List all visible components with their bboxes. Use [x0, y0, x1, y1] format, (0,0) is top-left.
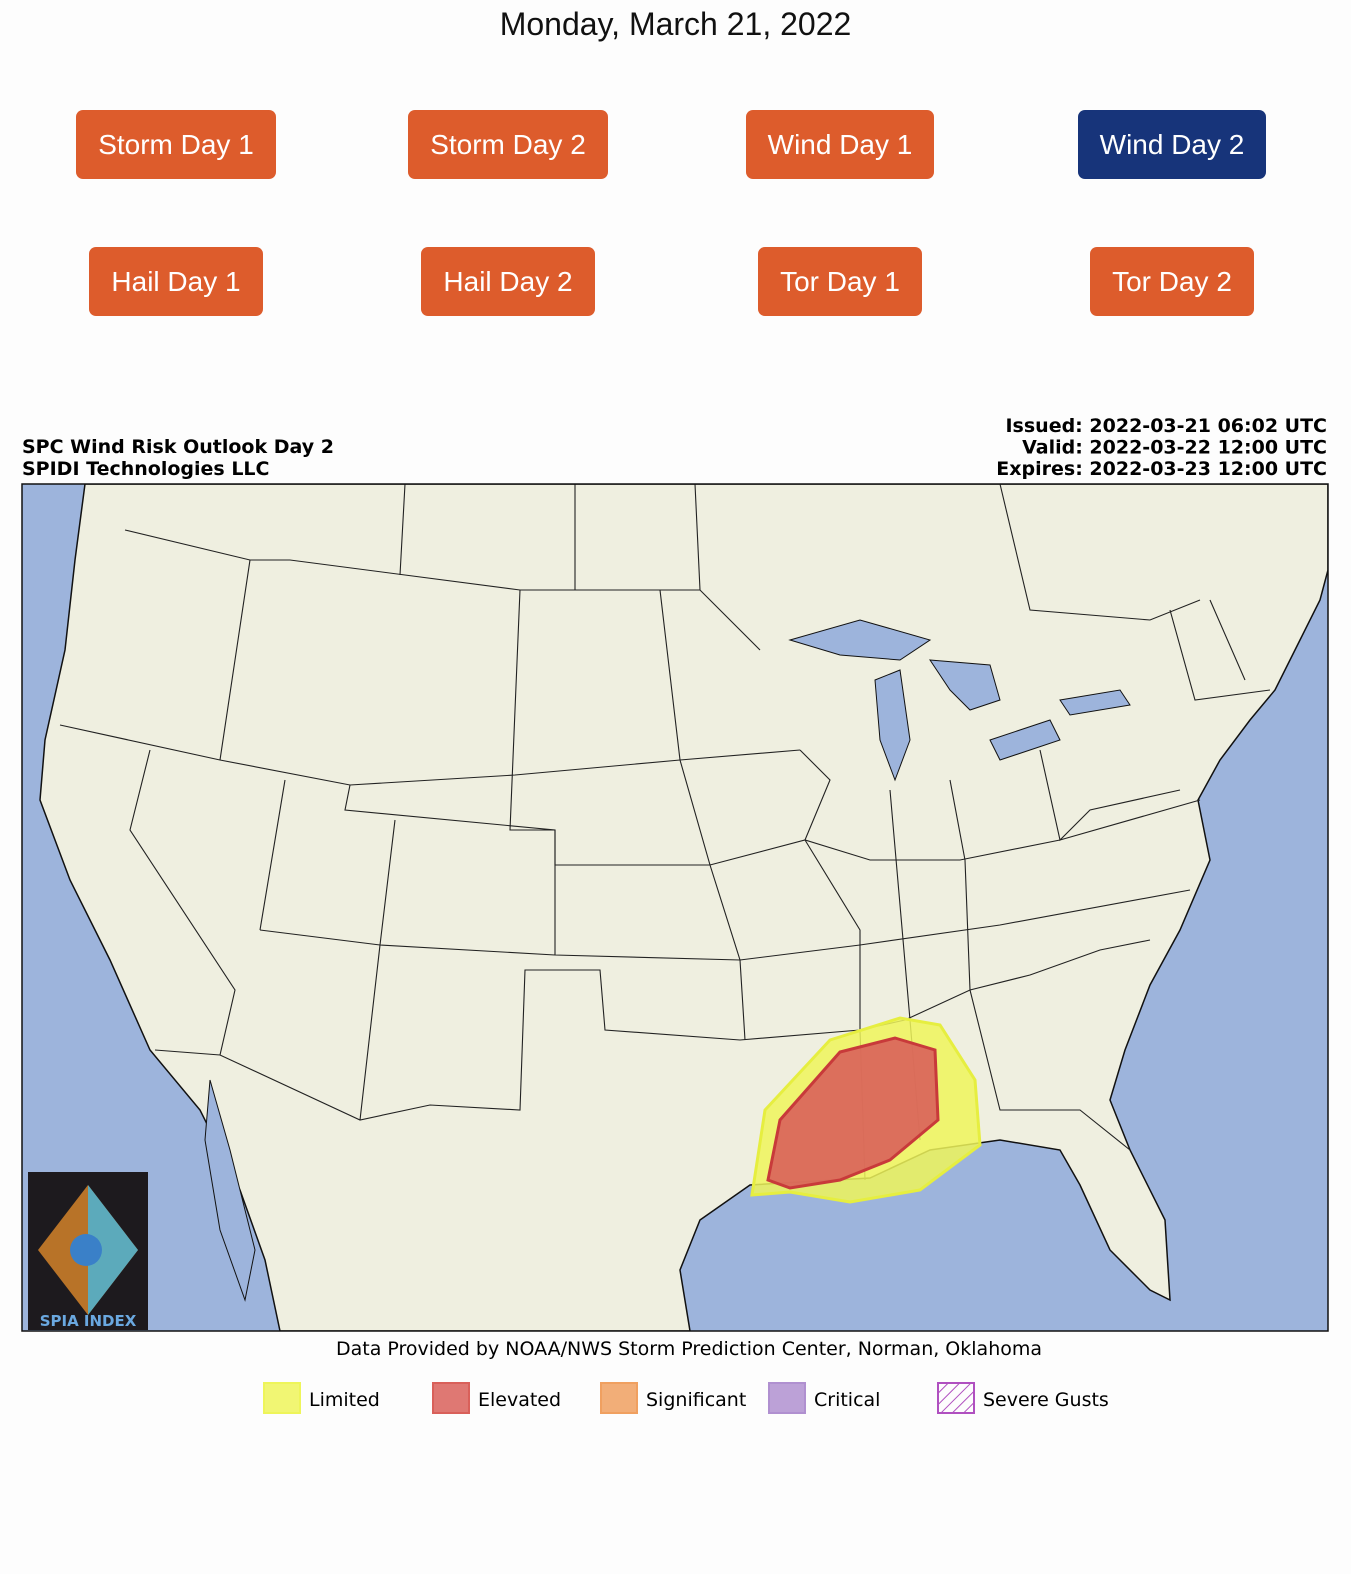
nav-button[interactable]: Tor Day 2: [1090, 247, 1254, 316]
nav-button[interactable]: Wind Day 2: [1077, 110, 1267, 179]
nav-button[interactable]: Wind Day 1: [745, 110, 935, 179]
legend-swatch: [600, 1382, 638, 1414]
gulf-of-california: [204, 1079, 256, 1302]
state-lines: [59, 484, 1271, 1181]
time-line: Expires: 2022-03-23 12:00 UTC: [996, 458, 1327, 480]
map-frame: [21, 483, 1329, 1332]
legend-swatch: [263, 1382, 301, 1414]
date-heading: Monday, March 21, 2022: [499, 6, 852, 42]
map-title: SPC Wind Risk Outlook Day 2: [22, 436, 334, 458]
logo-globe: [70, 1234, 102, 1266]
time-line: Valid: 2022-03-22 12:00 UTC: [1022, 437, 1327, 459]
time-label: Issued:: [1005, 415, 1082, 437]
nav-button[interactable]: Hail Day 2: [421, 247, 595, 316]
time-label: Expires:: [996, 458, 1083, 480]
time-value: 2022-03-23 12:00 UTC: [1089, 458, 1327, 480]
time-line: Issued: 2022-03-21 06:02 UTC: [1005, 415, 1327, 437]
logo-text: SPIA INDEX: [40, 1312, 137, 1330]
nav-button[interactable]: Hail Day 1: [89, 247, 263, 316]
pacific: [22, 484, 60, 640]
legend-label: Critical: [814, 1389, 880, 1411]
legend-label: Severe Gusts: [983, 1389, 1109, 1411]
button-grid: Storm Day 1 Storm Day 2 Wind Day 1 Wind Day…: [10, 110, 1338, 316]
logo-diamond-right: [88, 1185, 138, 1315]
legend-swatch: [432, 1382, 470, 1414]
map-credit: SPIDI Technologies LLC: [22, 458, 269, 480]
time-label: Valid:: [1022, 437, 1083, 459]
elevated-risk-area: [766, 1036, 940, 1190]
map-area: SPIA INDEX: [22, 484, 1328, 1331]
nav-button[interactable]: Storm Day 1: [76, 110, 276, 179]
nav-button[interactable]: Storm Day 2: [408, 110, 608, 179]
great-lakes: [788, 619, 1131, 782]
source-note: Data Provided by NOAA/NWS Storm Predicti…: [336, 1338, 1042, 1360]
legend-swatch: [768, 1382, 806, 1414]
nav-button[interactable]: Tor Day 1: [758, 247, 922, 316]
time-value: 2022-03-22 12:00 UTC: [1089, 437, 1327, 459]
legend-label: Limited: [309, 1389, 380, 1411]
legend-label: Significant: [646, 1389, 746, 1411]
legend-label: Elevated: [478, 1389, 561, 1411]
time-value: 2022-03-21 06:02 UTC: [1089, 415, 1327, 437]
legend-swatch: [937, 1382, 975, 1414]
